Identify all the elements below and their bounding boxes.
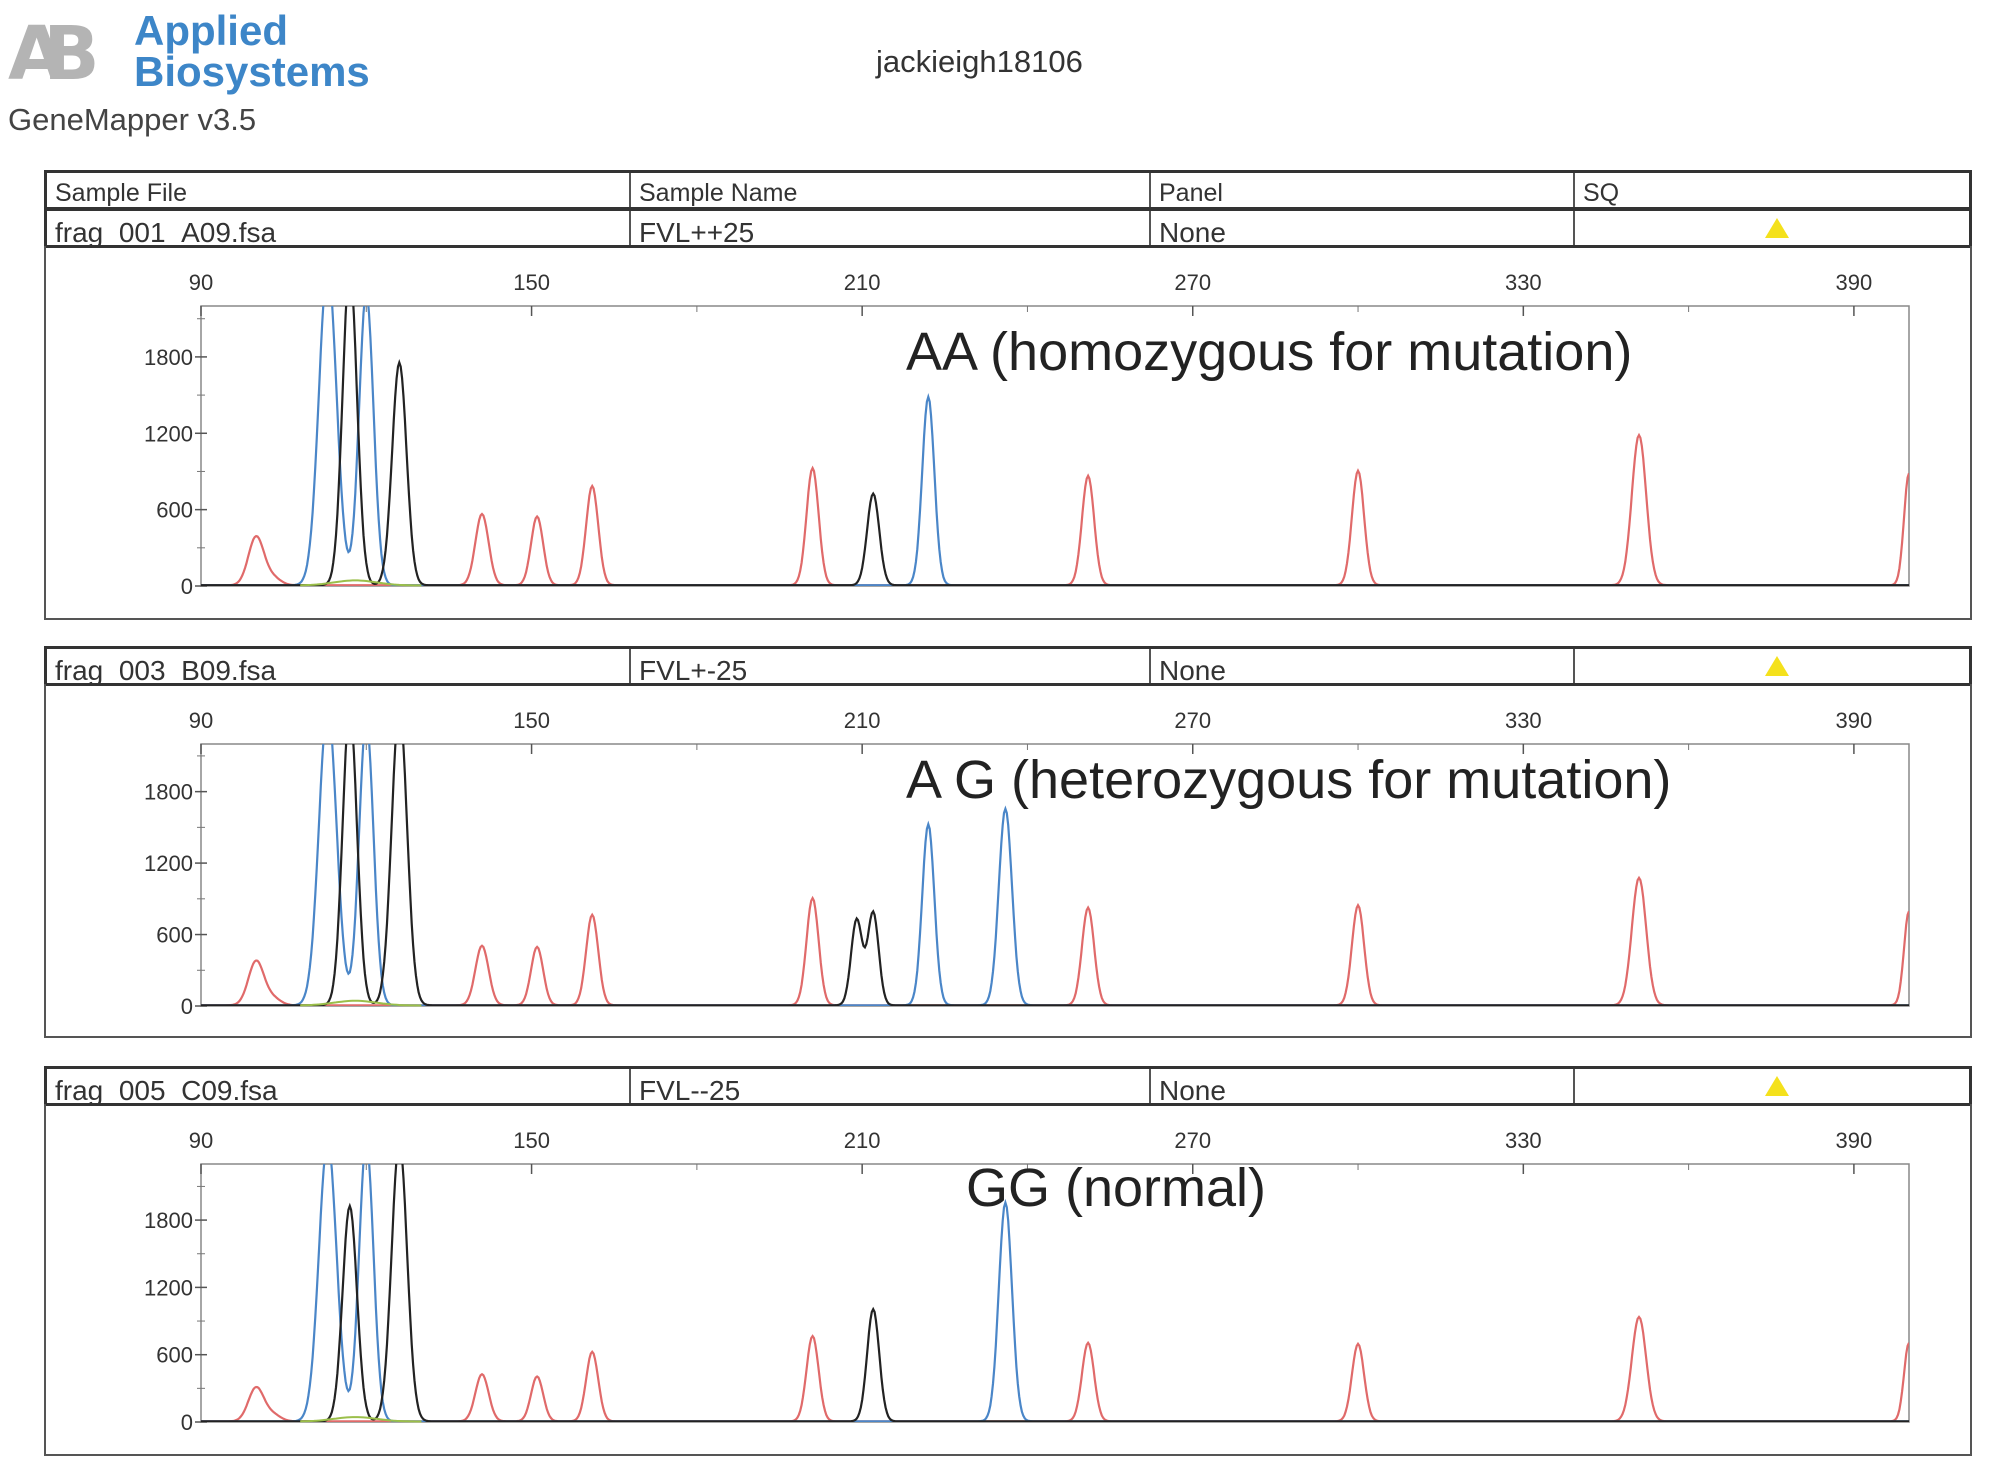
sample-file: frag_005_C09.fsa — [55, 1075, 278, 1106]
genotype-annotation: GG (normal) — [966, 1158, 1266, 1218]
panel-value: None — [1149, 649, 1573, 686]
y-tick-label: 1200 — [144, 851, 193, 876]
red-dye-trace — [201, 875, 1909, 1006]
electropherogram-panel-2: 90 150 210 270 330 390 0 600 1200 1800 A G (hetero… — [44, 684, 1972, 1038]
black-dye-trace — [201, 744, 1909, 1006]
x-tick-label: 150 — [513, 1128, 550, 1153]
y-tick-label: 0 — [181, 994, 193, 1019]
y-tick-label: 0 — [181, 1410, 193, 1435]
sample-name: FVL+-25 — [629, 649, 1149, 686]
x-tick-label: 210 — [844, 708, 881, 733]
y-tick-label: 1800 — [144, 345, 193, 370]
green-dye-trace — [300, 579, 422, 587]
green-dye-trace — [300, 999, 422, 1007]
sample-file: frag_001_A09.fsa — [55, 217, 277, 248]
sample-row-1[interactable]: frag_001_A09.fsa FVL++25 None — [44, 208, 1972, 248]
sample-name: FVL++25 — [629, 211, 1149, 248]
x-tick-label: 270 — [1174, 270, 1211, 295]
brand-line-1: Applied — [134, 7, 288, 54]
y-tick-label: 600 — [156, 923, 193, 948]
user-name: jackieigh18106 — [876, 44, 1083, 79]
x-tick-label: 90 — [189, 708, 213, 733]
genotype-annotation: A G (heterozygous for mutation) — [906, 750, 1671, 810]
x-tick-label: 150 — [513, 270, 550, 295]
electropherogram-1: 90 150 210 270 330 390 0 600 1200 1800 AA (homozyg… — [144, 270, 1910, 599]
electropherogram-2: 90 150 210 270 330 390 0 600 1200 1800 A G (hetero… — [144, 708, 1910, 1019]
electropherogram-panel-3: 90 150 210 270 330 390 0 600 1200 1800 GG (normal) — [44, 1104, 1972, 1456]
x-tick-label: 90 — [189, 270, 213, 295]
genotype-annotation: AA (homozygous for mutation) — [906, 322, 1632, 382]
brand-name: Applied Biosystems — [134, 7, 370, 95]
y-tick-label: 1800 — [144, 1208, 193, 1233]
sample-file: frag_003_B09.fsa — [55, 655, 277, 686]
brand-line-2: Biosystems — [134, 48, 370, 95]
sizing-quality-triangle-icon — [1765, 218, 1789, 238]
column-sample-name: Sample Name — [629, 173, 1149, 207]
sample-name: FVL--25 — [629, 1069, 1149, 1106]
black-dye-trace — [201, 306, 1909, 586]
panel-value: None — [1149, 1069, 1573, 1106]
sizing-quality-triangle-icon — [1765, 656, 1789, 676]
x-tick-label: 90 — [189, 1128, 213, 1153]
blue-dye-trace — [201, 306, 1909, 586]
x-tick-label: 390 — [1836, 708, 1873, 733]
x-tick-label: 330 — [1505, 270, 1542, 295]
sq-cell — [1573, 1069, 1969, 1103]
x-tick-label: 390 — [1836, 270, 1873, 295]
sq-cell — [1573, 211, 1969, 245]
x-tick-label: 270 — [1174, 1128, 1211, 1153]
y-tick-label: 600 — [156, 1343, 193, 1368]
green-dye-trace — [300, 1416, 422, 1423]
x-tick-label: 330 — [1505, 708, 1542, 733]
column-panel: Panel — [1149, 173, 1573, 207]
x-tick-label: 150 — [513, 708, 550, 733]
x-tick-label: 210 — [844, 270, 881, 295]
x-tick-label: 330 — [1505, 1128, 1542, 1153]
black-dye-trace — [201, 1164, 1909, 1422]
y-tick-label: 1800 — [144, 780, 193, 805]
red-dye-trace — [201, 1315, 1909, 1422]
column-sq: SQ — [1573, 173, 1969, 207]
sizing-quality-triangle-icon — [1765, 1076, 1789, 1096]
electropherogram-panel-1: 90 150 210 270 330 390 0 600 1200 1800 AA (homozyg… — [44, 246, 1972, 620]
y-tick-label: 1200 — [144, 1275, 193, 1300]
red-dye-trace — [201, 432, 1909, 586]
applied-biosystems-logo-mark: AB — [8, 11, 100, 97]
y-tick-label: 1200 — [144, 421, 193, 446]
column-sample-file: Sample File — [55, 179, 187, 207]
x-tick-label: 270 — [1174, 708, 1211, 733]
x-tick-label: 390 — [1836, 1128, 1873, 1153]
electropherogram-3: 90 150 210 270 330 390 0 600 1200 1800 GG (normal) — [144, 1128, 1910, 1435]
column-header: Sample File Sample Name Panel SQ — [44, 170, 1972, 210]
sample-row-2[interactable]: frag_003_B09.fsa FVL+-25 None — [44, 646, 1972, 686]
software-version: GeneMapper v3.5 — [8, 102, 257, 137]
y-tick-label: 600 — [156, 498, 193, 523]
sample-row-3[interactable]: frag_005_C09.fsa FVL--25 None — [44, 1066, 1972, 1106]
y-tick-label: 0 — [181, 574, 193, 599]
panel-value: None — [1149, 211, 1573, 248]
sq-cell — [1573, 649, 1969, 683]
x-tick-label: 210 — [844, 1128, 881, 1153]
